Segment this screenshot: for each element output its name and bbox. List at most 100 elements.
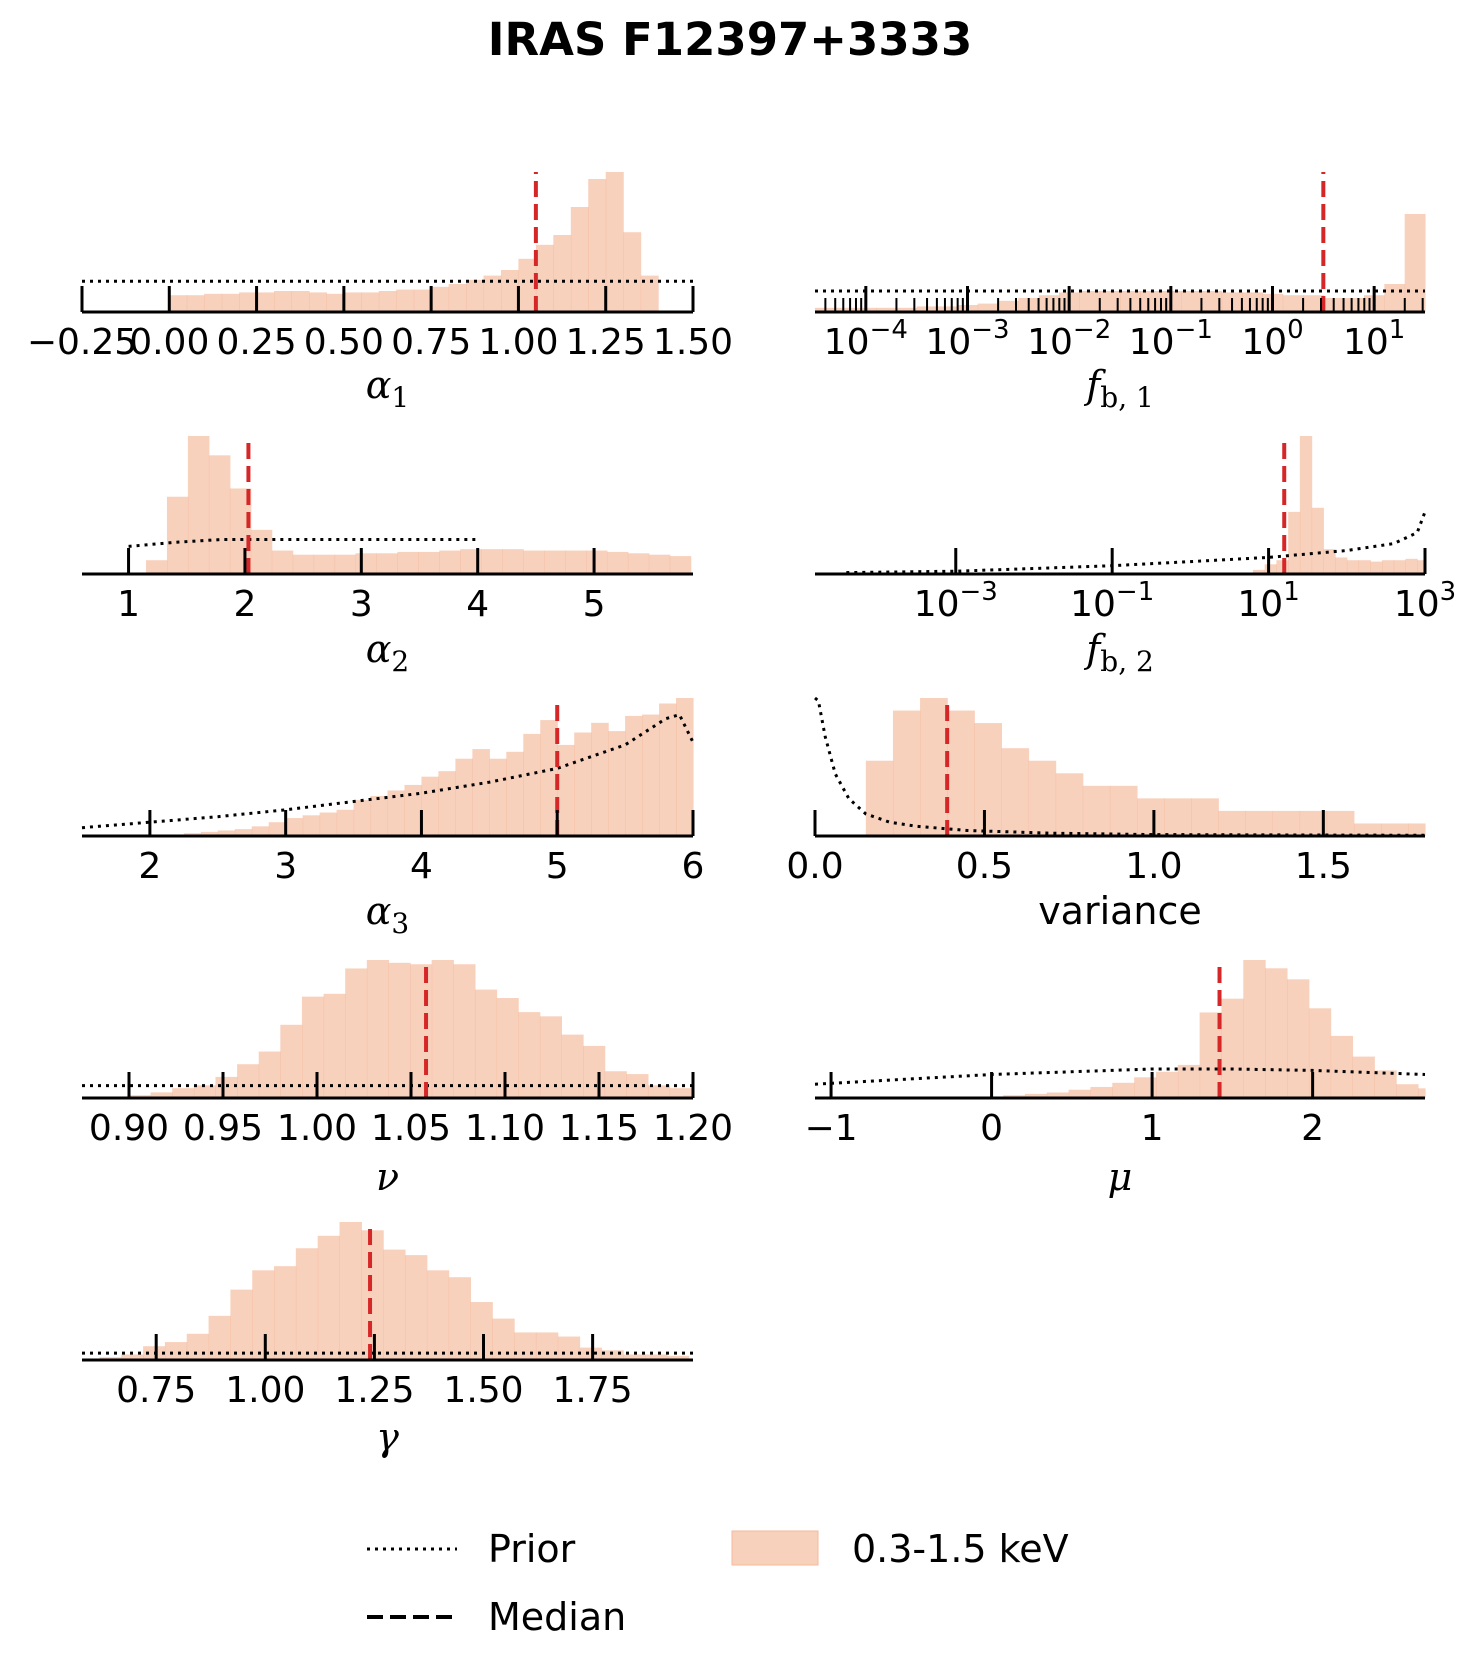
hist-bar [345,968,368,1098]
panel-alpha2: 1 2 3 4 5 α2 [82,436,693,678]
hist-bar [187,436,210,574]
hist-bar [1282,295,1304,312]
hist-bar [413,289,432,312]
hist-bar [535,244,554,312]
hist-bar [523,733,541,836]
hist-bar [557,744,575,836]
hist-bar [1155,1071,1179,1098]
legend-median-label: Median [488,1595,626,1639]
axis-label-nu: ν [376,1155,399,1199]
hist-bar [1299,436,1313,574]
hist-bar [166,496,189,574]
tick-label: 10−2 [1027,315,1111,363]
hist-bar [892,710,921,836]
tick-label: 0.00 [129,322,209,363]
hist-bar [1286,979,1310,1098]
hist-bar [640,275,659,312]
hist-bar [1346,560,1360,574]
hist-bar [431,286,450,312]
hist-bar [500,270,520,312]
hist-bar [323,993,346,1098]
tick-label: 0.95 [183,1108,263,1149]
hist-bar [920,698,948,836]
hist-bar [343,292,362,312]
panel-fb2: 10−3 10−1 101 103 fb, 2 [815,436,1456,678]
axis-label-alpha1: α1 [366,363,410,414]
tick-label: 101 [1237,577,1299,625]
hist-bar [553,235,572,312]
hist-bar [1079,291,1101,312]
axis-label-mu: μ [1108,1155,1133,1199]
hist-bar [496,998,519,1098]
hist-bar [1099,291,1121,312]
hist-bar [1352,1056,1375,1098]
hist-bar [421,776,440,836]
hist-bar [518,1012,541,1098]
tick-label: 1 [1141,1108,1164,1149]
hist-bar [387,790,406,836]
hist-bar [1181,291,1202,312]
hist-bar [876,307,897,312]
hist-bar [1109,785,1138,836]
hist-bar [291,291,310,312]
hist-bar [647,1085,671,1098]
hist-bar [418,551,440,574]
panel-alpha1: −0.250.00 0.25 0.50 0.75 1.00 1.25 1.50 α1 [27,172,733,414]
hist-bar [295,1248,319,1360]
tick-label: 101 [1343,315,1405,363]
hist-bar [285,818,304,836]
tick-label: 103 [1394,577,1456,625]
hist-bar [574,732,592,836]
tick-label: 10−1 [1070,577,1154,625]
hist-bar [404,1255,428,1360]
hist-bar [1082,785,1111,836]
hist-bar [1264,564,1278,574]
hist-bar [1001,748,1030,836]
hist-bar [472,749,490,836]
hist-bar [605,172,624,312]
tick-label: 3 [350,584,373,625]
hist-bar [1311,507,1324,574]
hist-bar [431,960,454,1098]
hist-bar [230,1289,253,1360]
hist-bar [186,1333,210,1360]
panel-alpha3: 2 3 4 5 6 α3 [81,698,704,940]
hist-bar [1343,298,1365,312]
legend: Prior Median 0.3-1.5 keV [367,1527,1069,1639]
hist-bar [623,232,642,312]
tick-label: 1.25 [334,1370,414,1411]
hist-bar [1326,810,1355,836]
hist-bar [274,291,293,312]
hist-bar [539,1016,562,1098]
tick-label: −1 [805,1108,858,1149]
panel-mu: −1 0 1 2 μ [805,960,1426,1199]
hist-bar [164,1342,188,1360]
hist-bar [339,1222,362,1360]
axis-label-variance: variance [1038,889,1202,933]
hist-bar [626,1074,649,1098]
tick-label: 3 [274,846,297,887]
hist-bar [336,809,355,836]
hist-bar [561,1034,584,1098]
hist-bar [1038,295,1060,312]
hist-bar [604,1071,627,1098]
hist-bar [1288,511,1301,574]
hist-bar [591,722,609,836]
hist-bar [865,760,894,836]
hist-bar [256,292,275,312]
tick-label: 1.05 [371,1108,451,1149]
hist-bar [268,822,287,836]
hist-bar [570,207,589,312]
hist-bar [642,714,660,836]
hist-bar [439,550,461,574]
hist-bar [280,1024,303,1098]
hist-bar [313,554,336,574]
hist-bar [258,1051,281,1098]
tick-label: 1.00 [478,322,558,363]
prior-curve [814,1067,1426,1086]
tick-label: 5 [546,846,569,887]
hist-bar [1380,823,1409,836]
hist-bar [252,1270,275,1360]
hist-bar [466,279,485,312]
